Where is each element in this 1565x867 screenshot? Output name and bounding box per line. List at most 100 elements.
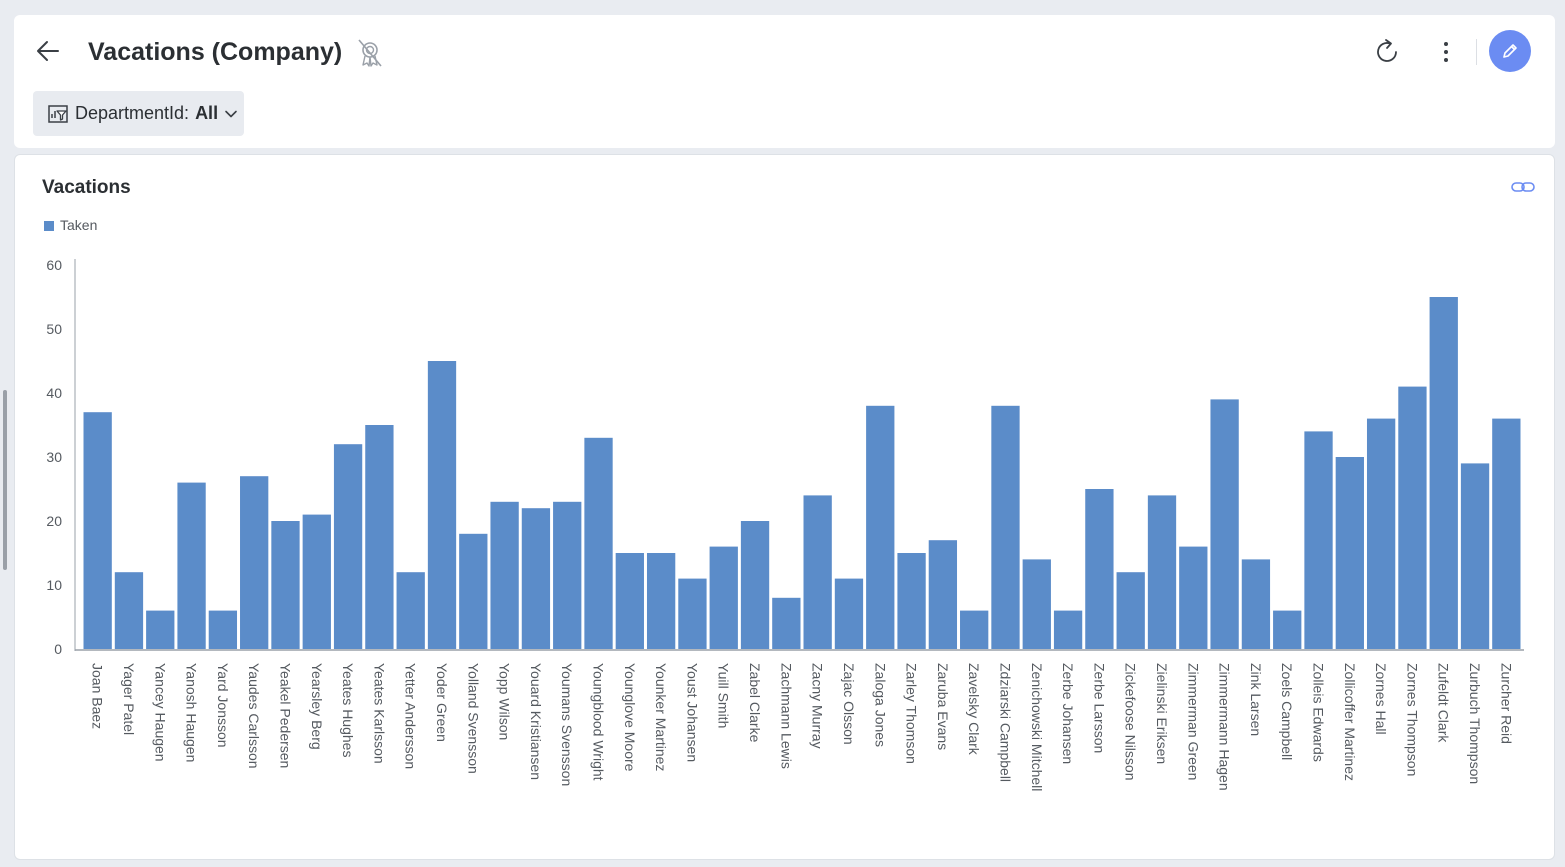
- x-tick-label: Youmans Svensson: [559, 663, 575, 786]
- x-tick-label: Zufeldt Clark: [1436, 663, 1452, 743]
- bar[interactable]: [866, 405, 895, 649]
- x-tick-label: Yopp Wilson: [497, 663, 513, 740]
- x-tick-label: Zavelsky Clark: [966, 663, 982, 756]
- bar[interactable]: [1366, 418, 1396, 649]
- x-tick-label: Zarley Thomson: [904, 663, 920, 764]
- bar[interactable]: [615, 553, 644, 649]
- bar[interactable]: [928, 540, 958, 649]
- certified-badge-off-icon[interactable]: [354, 37, 386, 69]
- bar[interactable]: [521, 508, 551, 649]
- x-tick-label: Yeakel Pedersen: [277, 663, 293, 768]
- x-tick-label: Zenichowski Mitchell: [1029, 663, 1045, 791]
- bar[interactable]: [365, 425, 394, 649]
- x-tick-label: Yeates Karlsson: [371, 663, 387, 764]
- x-tick-label: Zdziarski Campbell: [997, 663, 1013, 782]
- x-tick-label: Yolland Svensson: [465, 663, 481, 774]
- bar[interactable]: [396, 572, 425, 649]
- toolbar-divider: [1476, 39, 1477, 65]
- x-tick-label: Yager Patel: [121, 663, 137, 735]
- x-tick-label: Zerbe Larsson: [1091, 663, 1107, 753]
- bar[interactable]: [1273, 610, 1302, 649]
- x-tick-label: Zacny Murray: [810, 663, 826, 749]
- x-tick-label: Zoels Campbell: [1279, 663, 1295, 760]
- arrow-left-icon: [37, 41, 59, 61]
- x-tick-label: Yaudes Carlsson: [246, 663, 262, 769]
- refresh-button[interactable]: [1372, 37, 1402, 67]
- bar[interactable]: [1241, 559, 1271, 649]
- x-tick-label: Yoder Green: [434, 663, 450, 742]
- bar[interactable]: [208, 610, 238, 649]
- y-tick-label: 40: [46, 385, 62, 401]
- bar[interactable]: [1335, 457, 1364, 649]
- bar[interactable]: [1147, 495, 1177, 649]
- bar[interactable]: [740, 521, 770, 649]
- chart-legend: Taken: [44, 217, 97, 233]
- bar[interactable]: [803, 495, 832, 649]
- bar[interactable]: [1460, 463, 1490, 649]
- x-tick-label: Youngblood Wright: [591, 663, 607, 781]
- bar[interactable]: [1053, 610, 1083, 649]
- bar[interactable]: [1429, 297, 1458, 649]
- bar[interactable]: [427, 361, 457, 649]
- filter-icon: [48, 104, 68, 123]
- page-scrollbar[interactable]: [3, 390, 7, 570]
- bar[interactable]: [333, 444, 363, 649]
- bar[interactable]: [1116, 572, 1145, 649]
- bar[interactable]: [991, 405, 1020, 649]
- bar[interactable]: [83, 412, 112, 649]
- x-tick-label: Yanosh Haugen: [184, 663, 200, 762]
- bar[interactable]: [584, 437, 613, 649]
- refresh-icon: [1377, 39, 1397, 62]
- department-filter[interactable]: DepartmentId: All: [33, 91, 244, 136]
- bar[interactable]: [240, 476, 269, 649]
- bar[interactable]: [177, 482, 206, 649]
- y-tick-label: 50: [46, 321, 62, 337]
- bar[interactable]: [1179, 546, 1208, 649]
- bar[interactable]: [897, 553, 926, 649]
- x-tick-label: Yuill Smith: [716, 663, 732, 728]
- y-tick-label: 10: [46, 577, 62, 593]
- bar[interactable]: [1022, 559, 1051, 649]
- edit-button[interactable]: [1489, 30, 1531, 72]
- legend-swatch: [44, 221, 54, 231]
- bar[interactable]: [1492, 418, 1521, 649]
- x-tick-label: Zurcher Reid: [1498, 663, 1514, 744]
- bar[interactable]: [1210, 399, 1239, 649]
- more-options-button[interactable]: [1434, 37, 1458, 67]
- bar[interactable]: [772, 597, 801, 649]
- bar[interactable]: [1085, 489, 1114, 649]
- y-tick-label: 0: [54, 641, 62, 657]
- bar[interactable]: [960, 610, 989, 649]
- bar[interactable]: [709, 546, 738, 649]
- back-button[interactable]: [34, 37, 62, 65]
- pencil-icon: [1503, 44, 1517, 58]
- x-tick-label: Yancey Haugen: [152, 663, 168, 762]
- chart-title: Vacations: [42, 177, 131, 198]
- bar[interactable]: [678, 578, 707, 649]
- bar[interactable]: [553, 501, 582, 649]
- legend-label: Taken: [60, 217, 98, 233]
- vacations-chart-widget: Vacations Taken 0 10 20 30 40 50 60 Joan Baez Ya…: [14, 154, 1555, 860]
- bar[interactable]: [146, 610, 175, 649]
- bar[interactable]: [646, 553, 676, 649]
- x-tick-label: Younker Martinez: [653, 663, 669, 771]
- x-tick-label: Zaloga Jones: [872, 663, 888, 747]
- bar[interactable]: [1398, 386, 1427, 649]
- x-tick-label: Zink Larsen: [1248, 663, 1264, 736]
- x-tick-label: Zickefoose Nilsson: [1123, 663, 1139, 781]
- link-icon[interactable]: [1509, 178, 1537, 196]
- y-tick-label: 20: [46, 513, 62, 529]
- bar[interactable]: [1304, 431, 1333, 649]
- bar[interactable]: [271, 521, 300, 649]
- x-tick-label: Zurbuch Thompson: [1467, 663, 1483, 784]
- bar[interactable]: [459, 533, 488, 649]
- bar[interactable]: [114, 572, 144, 649]
- page-title: Vacations (Company): [88, 38, 343, 66]
- bar[interactable]: [302, 514, 331, 649]
- x-tick-label: Yeates Hughes: [340, 663, 356, 757]
- filter-value: All: [195, 103, 219, 123]
- x-tick-label: Zajac Olsson: [841, 663, 857, 745]
- bar[interactable]: [834, 578, 864, 649]
- x-tick-label: Youst Johansen: [684, 663, 700, 762]
- bar[interactable]: [490, 501, 519, 649]
